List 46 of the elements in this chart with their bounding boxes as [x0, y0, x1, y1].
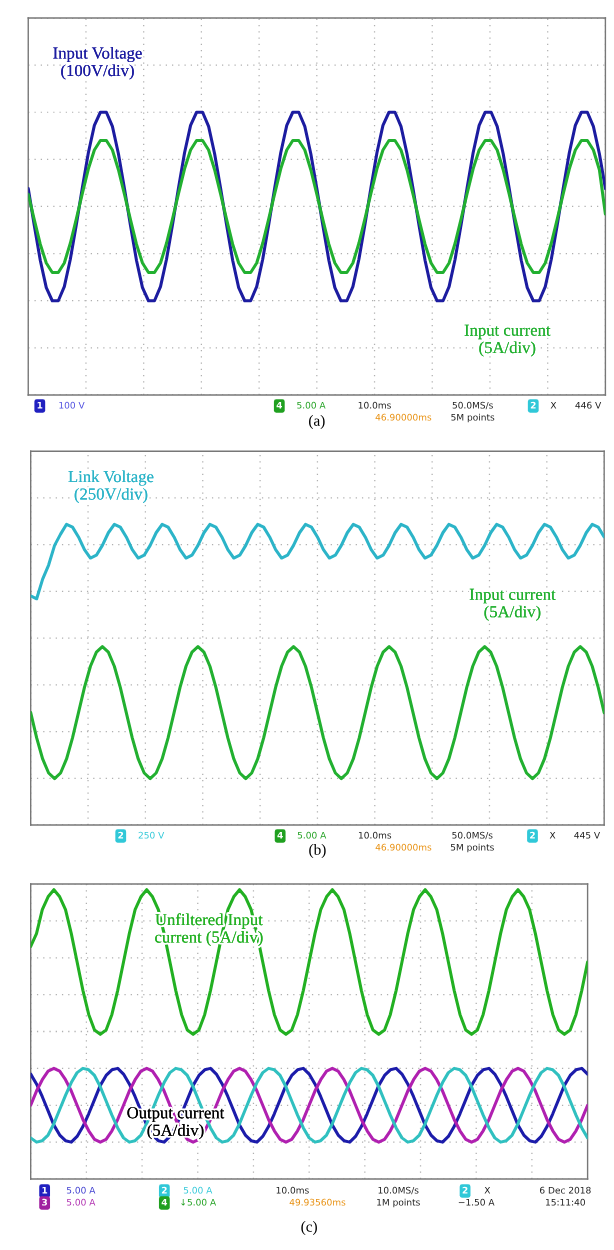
text: 446 V [575, 401, 602, 409]
text: 445 V [574, 831, 601, 839]
text: 6 Dec 2018 [539, 1186, 591, 1194]
text: X [550, 401, 557, 409]
text: (c) [301, 1221, 317, 1235]
series-label: Input current (5A/div) [469, 588, 556, 621]
text: X [549, 831, 556, 839]
series-label: Link Voltage (250V/div) [68, 470, 154, 504]
text: ↓5.00 A [181, 1198, 217, 1206]
text: 10.0ms [276, 1186, 309, 1194]
text: 46.90000ms [375, 413, 432, 421]
text: 10.0ms [358, 401, 391, 409]
text: (a) [309, 415, 325, 429]
text: 1M points [377, 1198, 420, 1208]
text: 10.0MS/s [378, 1186, 419, 1195]
text: 5M points [451, 413, 495, 423]
text: 3 [42, 1198, 48, 1206]
text: 5.00 A [66, 1198, 96, 1206]
text: 2 [161, 1186, 167, 1194]
text: X [484, 1186, 491, 1194]
text: 2 [118, 831, 124, 839]
text: 2 [530, 831, 535, 839]
text: 4 [276, 401, 283, 409]
text: 250 V [138, 831, 165, 839]
text: (b) [309, 844, 326, 858]
text: 5M points [450, 843, 494, 853]
text: 5.00 A [297, 831, 327, 839]
text: 5.00 A [183, 1186, 213, 1194]
text: 1 [42, 1186, 48, 1194]
text: 2 [530, 401, 536, 409]
text: Input Voltage (100V/div) [53, 46, 142, 80]
text: 49.93560ms [289, 1198, 346, 1206]
text: 15:11:40 [546, 1198, 585, 1206]
text: 50.0MS/s [452, 401, 493, 410]
text: 100 V [59, 401, 85, 409]
text: 46.90000ms [375, 843, 432, 851]
text: 4 [277, 831, 283, 839]
text: 5.00 A [297, 401, 326, 409]
text: 4 [161, 1198, 168, 1206]
text: 5.00 A [66, 1186, 96, 1194]
text: 2 [462, 1186, 468, 1194]
text: 1 [37, 401, 43, 409]
text: Input current (5A/div) [464, 324, 551, 357]
text: 10.0ms [358, 831, 392, 839]
text: −1.50 A [458, 1198, 495, 1206]
text: 50.0MS/s [452, 831, 493, 840]
